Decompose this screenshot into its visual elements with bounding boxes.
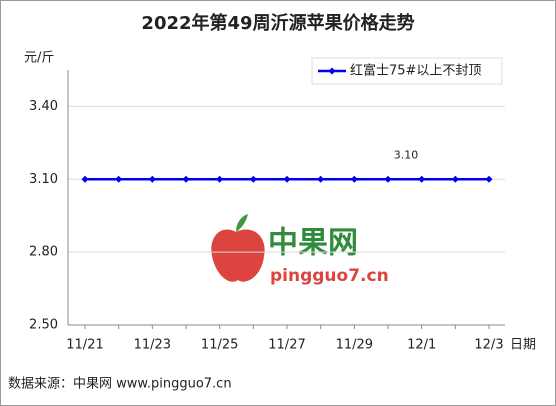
- chart-title: 2022年第49周沂源苹果价格走势: [141, 12, 414, 34]
- y-tick-label: 2.80: [29, 245, 58, 260]
- legend-marker: [328, 67, 336, 75]
- y-axis-label: 元/斤: [24, 51, 54, 66]
- legend-label: 红富士75#以上不封顶: [350, 63, 481, 79]
- point-marker: [350, 175, 358, 183]
- x-tick-label: 11/25: [201, 338, 238, 353]
- data-label: 3.10: [394, 148, 419, 161]
- y-tick-label: 3.40: [29, 99, 58, 114]
- point-marker: [81, 175, 89, 183]
- watermark-brand: 中果网: [268, 226, 358, 261]
- source: 数据来源：中果网 www.pingguo7.cn: [8, 377, 232, 392]
- x-tick-label: 11/21: [66, 338, 103, 353]
- point-marker: [115, 175, 123, 183]
- x-tick-label: 12/3: [474, 338, 503, 353]
- point-marker: [451, 175, 459, 183]
- x-tick-label: 11/23: [134, 338, 171, 353]
- point-marker: [317, 175, 325, 183]
- apple-leaf: [236, 214, 248, 232]
- x-tick-label: 11/29: [336, 338, 373, 353]
- point-marker: [418, 175, 426, 183]
- y-tick-label: 3.10: [29, 172, 58, 187]
- point-marker: [148, 175, 156, 183]
- watermark: 中果网 pingguo7.cn: [211, 214, 389, 286]
- x-tick-label: 12/1: [407, 338, 436, 353]
- x-tick-label: 11/27: [268, 338, 305, 353]
- point-marker: [485, 175, 493, 183]
- point-marker: [283, 175, 291, 183]
- watermark-site: pingguo7.cn: [270, 266, 389, 286]
- point-marker: [249, 175, 257, 183]
- y-tick-label: 2.50: [29, 318, 58, 333]
- x-axis-label: 日期: [510, 338, 536, 353]
- apple-logo: [211, 229, 265, 282]
- point-marker: [384, 175, 392, 183]
- point-marker: [216, 175, 224, 183]
- point-marker: [182, 175, 190, 183]
